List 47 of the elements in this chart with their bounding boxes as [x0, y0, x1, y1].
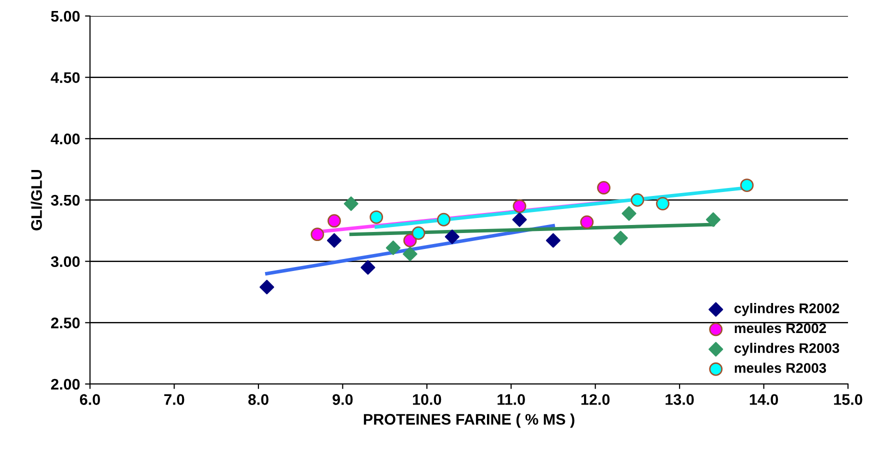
point	[622, 206, 636, 221]
point	[402, 246, 418, 262]
point	[740, 178, 754, 192]
point	[310, 228, 324, 242]
y-tick-label: 3.00	[50, 256, 80, 268]
point	[386, 240, 400, 256]
point	[360, 260, 376, 275]
x-tick-label: 7.0	[164, 394, 184, 405]
point	[706, 212, 721, 227]
point	[260, 280, 274, 294]
y-tick-label: 4.50	[50, 72, 80, 84]
legend-label: cylindres R2003	[734, 342, 840, 356]
y-tick-label: 2.50	[51, 318, 80, 328]
point	[437, 212, 450, 226]
x-tick-label: 13.0	[666, 394, 694, 405]
point	[656, 196, 670, 210]
point	[630, 193, 644, 207]
point	[344, 196, 358, 211]
x-tick-label: 6.0	[80, 394, 100, 405]
x-axis-title: PROTEINES FARINE ( % MS )	[364, 414, 574, 428]
point	[512, 199, 526, 213]
point	[580, 215, 594, 229]
x-tick-label: 12.0	[581, 394, 610, 405]
legend-label: cylindres R2002	[734, 303, 840, 316]
point	[546, 233, 561, 248]
point	[597, 181, 610, 194]
y-tick-label: 3.50	[50, 194, 80, 206]
x-tick-label: 14.0	[750, 394, 778, 405]
legend-label: meules R2002	[734, 322, 826, 334]
x-tick-label: 15.0	[834, 394, 862, 405]
legend-label: meules R2003	[734, 362, 826, 373]
y-tick-label: 5.00	[51, 10, 80, 22]
point	[613, 230, 628, 246]
point	[412, 226, 426, 240]
point	[512, 212, 527, 227]
point	[444, 230, 460, 244]
x-tick-label: 9.0	[332, 394, 353, 405]
y-axis-title: GLI/GLU	[30, 170, 42, 230]
x-tick-label: 10.0	[412, 394, 442, 405]
y-tick-label: 2.00	[51, 378, 80, 390]
x-tick-label: 11.0	[498, 394, 525, 405]
point	[326, 233, 342, 248]
point	[403, 234, 417, 248]
y-tick-label: 4.00	[50, 134, 80, 144]
x-tick-label: 8.0	[248, 394, 268, 405]
point	[328, 214, 341, 228]
point	[370, 210, 384, 224]
